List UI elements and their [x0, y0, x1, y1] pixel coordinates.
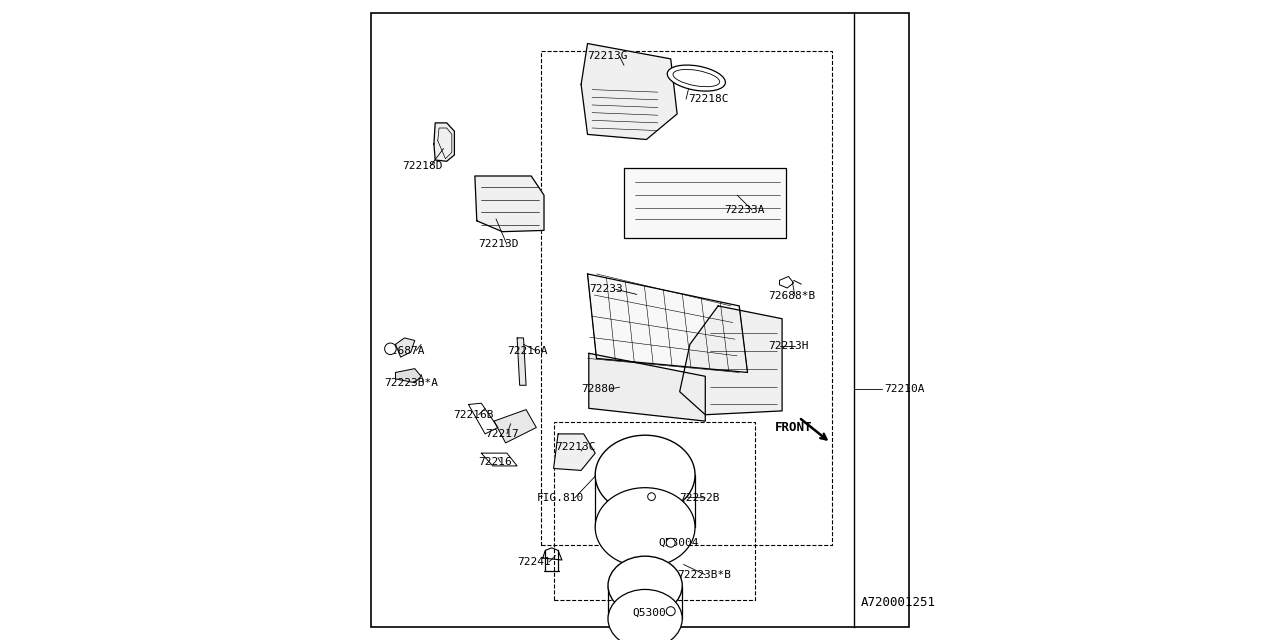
Circle shape	[648, 493, 655, 500]
Text: 72223B*A: 72223B*A	[384, 378, 438, 388]
Polygon shape	[554, 434, 595, 470]
Polygon shape	[396, 338, 415, 357]
Ellipse shape	[667, 65, 726, 91]
Polygon shape	[589, 353, 705, 421]
Ellipse shape	[608, 556, 682, 615]
Text: 72241: 72241	[517, 557, 550, 567]
Polygon shape	[494, 410, 536, 443]
Text: FIG.810: FIG.810	[536, 493, 584, 503]
Text: 72233A: 72233A	[724, 205, 765, 215]
Text: 72218D: 72218D	[402, 161, 443, 172]
Text: 72213C: 72213C	[556, 442, 596, 452]
Text: 72233: 72233	[589, 284, 622, 294]
Text: 72210A: 72210A	[884, 384, 925, 394]
Ellipse shape	[608, 589, 682, 640]
Text: 72223B*B: 72223B*B	[677, 570, 731, 580]
Text: 72213G: 72213G	[588, 51, 628, 61]
Polygon shape	[475, 176, 544, 232]
Text: 72688*B: 72688*B	[768, 291, 815, 301]
Text: 72213H: 72213H	[768, 340, 809, 351]
Text: A720001251: A720001251	[860, 596, 936, 609]
Text: Q53004: Q53004	[632, 608, 673, 618]
Bar	[554, 422, 755, 600]
Text: FRONT: FRONT	[774, 421, 812, 434]
Ellipse shape	[673, 70, 719, 86]
Bar	[540, 51, 832, 545]
Polygon shape	[396, 369, 421, 383]
Text: 72216B: 72216B	[453, 410, 494, 420]
Ellipse shape	[595, 488, 695, 567]
Circle shape	[384, 343, 397, 355]
Ellipse shape	[595, 435, 695, 515]
Text: 72687A: 72687A	[384, 346, 425, 356]
Polygon shape	[581, 44, 677, 140]
Text: Q53004: Q53004	[658, 538, 699, 548]
Text: 72252B: 72252B	[680, 493, 721, 503]
Bar	[371, 13, 909, 627]
Circle shape	[667, 538, 676, 547]
Text: 72213D: 72213D	[479, 239, 520, 250]
Text: 72216A: 72216A	[507, 346, 548, 356]
Text: 72216: 72216	[479, 457, 512, 467]
Polygon shape	[625, 168, 786, 238]
Polygon shape	[517, 338, 526, 385]
Circle shape	[667, 607, 676, 616]
Text: 72218C: 72218C	[689, 94, 728, 104]
Text: 72880: 72880	[581, 384, 614, 394]
Polygon shape	[588, 274, 748, 372]
Polygon shape	[434, 123, 454, 161]
Polygon shape	[680, 306, 782, 415]
Text: 72217: 72217	[485, 429, 518, 439]
